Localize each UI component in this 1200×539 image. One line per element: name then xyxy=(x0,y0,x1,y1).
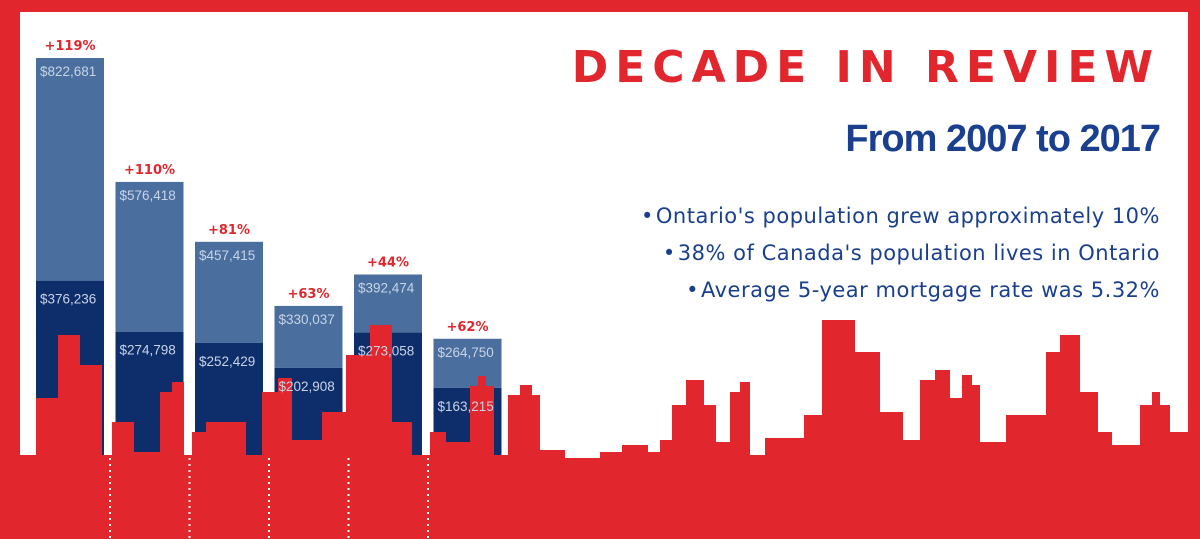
frame-left-border xyxy=(0,0,20,539)
column-separators xyxy=(109,458,429,539)
frame-top-border xyxy=(0,0,1200,12)
fact-item: Ontario's population grew approximately … xyxy=(641,198,1160,235)
bar-value-label: $392,474 xyxy=(358,280,415,295)
bar-value-label: $376,236 xyxy=(40,292,96,307)
bar-upper-segment xyxy=(36,58,104,281)
bar-value-label: $252,429 xyxy=(199,354,255,369)
skyline-silhouette xyxy=(0,320,1200,539)
change-label: +44% xyxy=(367,255,409,270)
bar-upper-segment xyxy=(433,338,502,388)
change-label: +63% xyxy=(287,287,329,302)
bar-upper-segment xyxy=(115,181,184,332)
bar-upper-segment xyxy=(354,274,422,333)
bar-value-label: $273,058 xyxy=(358,344,414,359)
frame-right-border xyxy=(1188,0,1200,539)
change-label: +81% xyxy=(208,223,250,238)
bar-value-label: $202,908 xyxy=(279,379,335,394)
bar-value-label: $274,798 xyxy=(120,343,176,358)
fact-list: Ontario's population grew approximately … xyxy=(641,198,1160,309)
value-labels: $822,681 $376,236 +119% $576,418 $274,798 +11… xyxy=(40,39,494,414)
page-subtitle: From 2007 to 2017 xyxy=(845,118,1161,160)
change-label: +62% xyxy=(446,320,488,335)
change-label: +119% xyxy=(44,39,95,54)
bar-value-label: $330,037 xyxy=(279,312,335,327)
bar-value-label: $822,681 xyxy=(40,64,96,79)
fact-item: Average 5-year mortgage rate was 5.32% xyxy=(641,272,1160,309)
bar-value-label: $457,415 xyxy=(199,248,255,263)
page-title: DECADE IN REVIEW xyxy=(571,42,1160,93)
city-skyline xyxy=(0,320,1200,539)
bar-value-label: $264,750 xyxy=(438,345,494,360)
change-label: +110% xyxy=(124,163,175,178)
fact-item: 38% of Canada's population lives in Onta… xyxy=(641,235,1160,272)
bar-upper-segment xyxy=(195,241,263,343)
bar-upper-segment xyxy=(274,305,343,368)
bar-value-label: $576,418 xyxy=(120,188,176,203)
bar-value-label: $163,215 xyxy=(438,399,494,414)
